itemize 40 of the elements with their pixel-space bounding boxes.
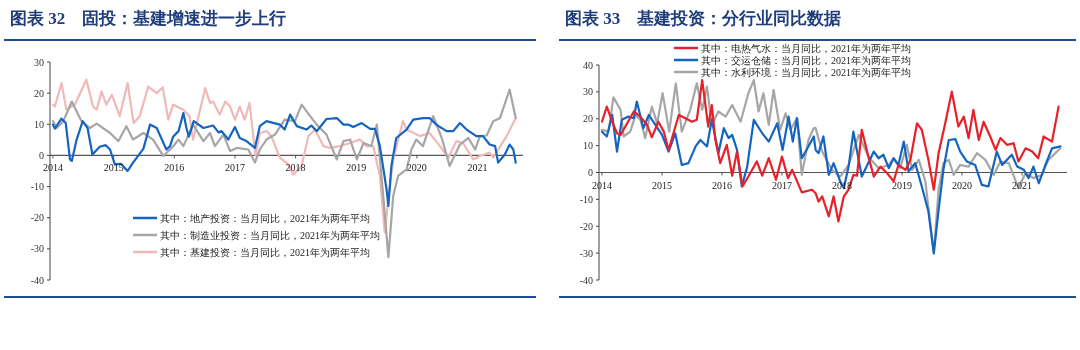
y-tick-label: 10 bbox=[34, 118, 44, 130]
legend-label: 其中：水利环境：当月同比，2021年为两年平均 bbox=[701, 66, 911, 78]
y-tick-label: 20 bbox=[583, 113, 593, 125]
x-tick-label: 2015 bbox=[103, 162, 124, 174]
legend-label: 其中：地产投资：当月同比，2021年为两年平均 bbox=[160, 212, 370, 224]
y-tick-label: 10 bbox=[583, 140, 593, 152]
chart-title: 图表 33 基建投资：分行业同比数据 bbox=[565, 9, 842, 28]
y-tick-label: -40 bbox=[30, 274, 44, 286]
y-tick-label: -30 bbox=[30, 243, 44, 255]
legend-label: 其中：制造业投资：当月同比，2021年为两年平均 bbox=[160, 229, 380, 241]
y-tick-label: -40 bbox=[579, 274, 593, 286]
x-tick-label: 2019 bbox=[346, 162, 367, 174]
x-tick-label: 2016 bbox=[164, 162, 185, 174]
y-tick-label: 0 bbox=[588, 167, 593, 178]
x-tick-label: 2016 bbox=[712, 179, 732, 191]
x-tick-label: 2015 bbox=[652, 179, 672, 191]
x-tick-label: 2020 bbox=[952, 179, 972, 191]
y-tick-label: -20 bbox=[579, 220, 593, 232]
y-tick-label: -30 bbox=[579, 247, 593, 259]
legend-label: 其中：交运仓储：当月同比，2021年为两年平均 bbox=[701, 54, 911, 66]
x-tick-label: 2017 bbox=[772, 179, 792, 191]
x-tick-label: 2017 bbox=[224, 162, 245, 174]
y-tick-label: 20 bbox=[34, 87, 44, 99]
legend-label: 其中：电热气水：当月同比，2021年为两年平均 bbox=[701, 42, 911, 54]
chart-title: 图表 32 固投：基建增速进一步上行 bbox=[10, 9, 287, 28]
x-tick-label: 2021 bbox=[467, 162, 488, 174]
y-tick-label: -10 bbox=[30, 181, 44, 193]
x-tick-label: 2014 bbox=[592, 179, 612, 191]
x-tick-label: 2019 bbox=[892, 179, 912, 191]
x-tick-label: 2014 bbox=[43, 162, 63, 174]
y-tick-label: -10 bbox=[579, 193, 593, 205]
x-tick-label: 2018 bbox=[285, 162, 306, 174]
y-tick-label: 30 bbox=[583, 86, 593, 98]
legend-label: 其中：基建投资：当月同比，2021年为两年平均 bbox=[160, 246, 370, 258]
y-tick-label: -20 bbox=[30, 212, 44, 224]
y-tick-label: 30 bbox=[34, 56, 44, 68]
y-tick-label: 0 bbox=[39, 149, 44, 161]
x-tick-label: 2021 bbox=[1012, 179, 1032, 191]
y-tick-label: 40 bbox=[583, 59, 593, 71]
x-tick-label: 2020 bbox=[406, 162, 427, 174]
